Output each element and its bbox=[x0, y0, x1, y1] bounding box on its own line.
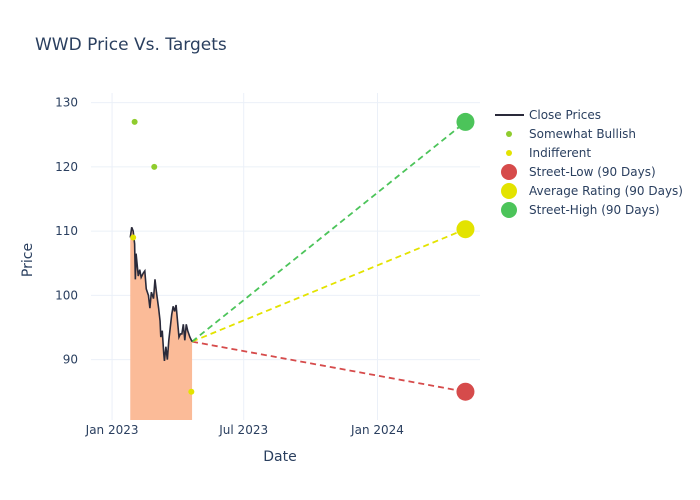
tick-labels-layer: 90 100 110 120 130 Jan 2023 Jul 2023 Jan 2024 bbox=[55, 96, 404, 437]
street-low-90-days-target-line bbox=[191, 340, 466, 393]
x-tick-label: Jan 2023 bbox=[85, 423, 139, 437]
x-tick-label: Jul 2023 bbox=[218, 423, 268, 437]
y-tick-label: 100 bbox=[55, 288, 78, 302]
legend-item[interactable]: Close Prices bbox=[495, 108, 601, 122]
y-tick-label: 90 bbox=[63, 353, 78, 367]
legend-label: Street-High (90 Days) bbox=[529, 203, 660, 217]
street-low-90-days-target-point bbox=[456, 382, 475, 401]
average-rating-90-days-target-point bbox=[456, 220, 475, 239]
legend-item[interactable]: Somewhat Bullish bbox=[506, 127, 636, 141]
analyst-rating-point bbox=[188, 388, 195, 395]
target-lines-layer bbox=[191, 121, 467, 393]
street-high-90-days-target-point bbox=[456, 112, 475, 131]
close-price-line bbox=[129, 226, 193, 361]
legend-marker-swatch bbox=[501, 183, 517, 199]
legend-label: Close Prices bbox=[529, 108, 601, 122]
y-tick-label: 130 bbox=[55, 96, 78, 110]
close-price-area-layer bbox=[130, 227, 193, 420]
legend-marker-swatch bbox=[501, 164, 517, 180]
legend-label: Indifferent bbox=[529, 146, 591, 160]
x-axis-title: Date bbox=[263, 449, 296, 465]
chart-title: WWD Price Vs. Targets bbox=[35, 35, 227, 55]
legend-item[interactable]: Indifferent bbox=[506, 146, 591, 160]
markers-layer bbox=[130, 112, 475, 401]
analyst-rating-point bbox=[131, 118, 138, 125]
y-tick-label: 120 bbox=[55, 160, 78, 174]
legend-item[interactable]: Average Rating (90 Days) bbox=[501, 183, 683, 199]
average-rating-90-days-target-line bbox=[191, 228, 466, 343]
street-high-90-days-target-line bbox=[191, 121, 467, 343]
close-price-line-layer bbox=[129, 226, 193, 361]
legend-item[interactable]: Street-Low (90 Days) bbox=[501, 164, 656, 180]
analyst-rating-point bbox=[151, 163, 158, 170]
close-price-area bbox=[130, 227, 193, 420]
legend-marker-swatch bbox=[506, 150, 512, 156]
legend-marker-swatch bbox=[506, 131, 512, 137]
legend-marker-swatch bbox=[501, 202, 517, 218]
y-axis-title: Price bbox=[20, 243, 36, 277]
legend-label: Average Rating (90 Days) bbox=[529, 184, 683, 198]
analyst-rating-point bbox=[130, 234, 137, 241]
legend-item[interactable]: Street-High (90 Days) bbox=[501, 202, 660, 218]
legend-label: Somewhat Bullish bbox=[529, 127, 636, 141]
y-tick-label: 110 bbox=[55, 224, 78, 238]
legend[interactable]: Close Prices Somewhat Bullish Indifferent S… bbox=[495, 108, 683, 218]
legend-label: Street-Low (90 Days) bbox=[529, 165, 656, 179]
x-tick-label: Jan 2024 bbox=[350, 423, 404, 437]
